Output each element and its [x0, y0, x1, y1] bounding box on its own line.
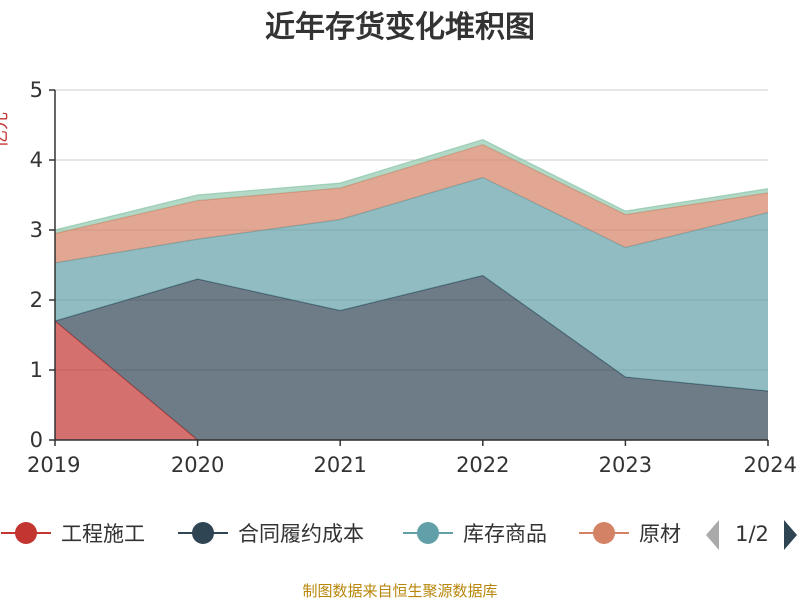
legend-label-1: 工程施工 [61, 522, 145, 546]
legend-item-1[interactable]: 工程施工 [1, 522, 145, 546]
legend-prev-page-icon[interactable] [706, 520, 719, 550]
y-tick-label-1: 1 [30, 358, 43, 382]
legend-item-3[interactable]: 库存商品 [403, 522, 547, 546]
chart-title: 近年存货变化堆积图 [265, 10, 535, 45]
y-tick-label-2: 2 [30, 288, 43, 312]
x-tick-label-2020: 2020 [171, 453, 224, 477]
area-series-2 [55, 275, 768, 440]
legend: 工程施工 合同履约成本 库存商品 原材 1/2 [1, 520, 797, 550]
area-series-4 [55, 144, 768, 263]
area-series [54, 139, 769, 441]
legend-marker-4 [593, 522, 615, 544]
x-tick-label-2019: 2019 [27, 453, 80, 477]
x-tick-label-2021: 2021 [313, 453, 366, 477]
x-tick-label-2024: 2024 [744, 453, 797, 477]
legend-item-4[interactable]: 原材 [579, 522, 681, 546]
y-axis-label: 亿元 [0, 112, 11, 148]
y-tick-label-3: 3 [30, 218, 43, 242]
y-tick-label-5: 5 [30, 78, 43, 102]
legend-label-3: 库存商品 [463, 522, 547, 546]
x-tick-label-2022: 2022 [456, 453, 509, 477]
legend-marker-2 [192, 522, 214, 544]
area-series-3 [55, 177, 768, 391]
legend-marker-3 [417, 522, 439, 544]
data-source-note: 制图数据来自恒生聚源数据库 [302, 582, 497, 600]
series-line-5 [54, 139, 769, 231]
legend-label-2: 合同履约成本 [238, 522, 364, 546]
legend-label-4: 原材 [639, 522, 681, 546]
y-tick-label-0: 0 [30, 428, 43, 452]
legend-marker-1 [15, 522, 37, 544]
legend-next-page-icon[interactable] [784, 520, 797, 550]
area-series-1 [55, 321, 768, 440]
y-tick-label-4: 4 [30, 148, 43, 172]
x-tick-label-2023: 2023 [599, 453, 652, 477]
axes: 0 1 2 3 4 5 2019 2020 2021 2022 2023 2024 [27, 78, 797, 477]
legend-item-2[interactable]: 合同履约成本 [178, 522, 364, 546]
legend-page-indicator: 1/2 [735, 522, 769, 546]
